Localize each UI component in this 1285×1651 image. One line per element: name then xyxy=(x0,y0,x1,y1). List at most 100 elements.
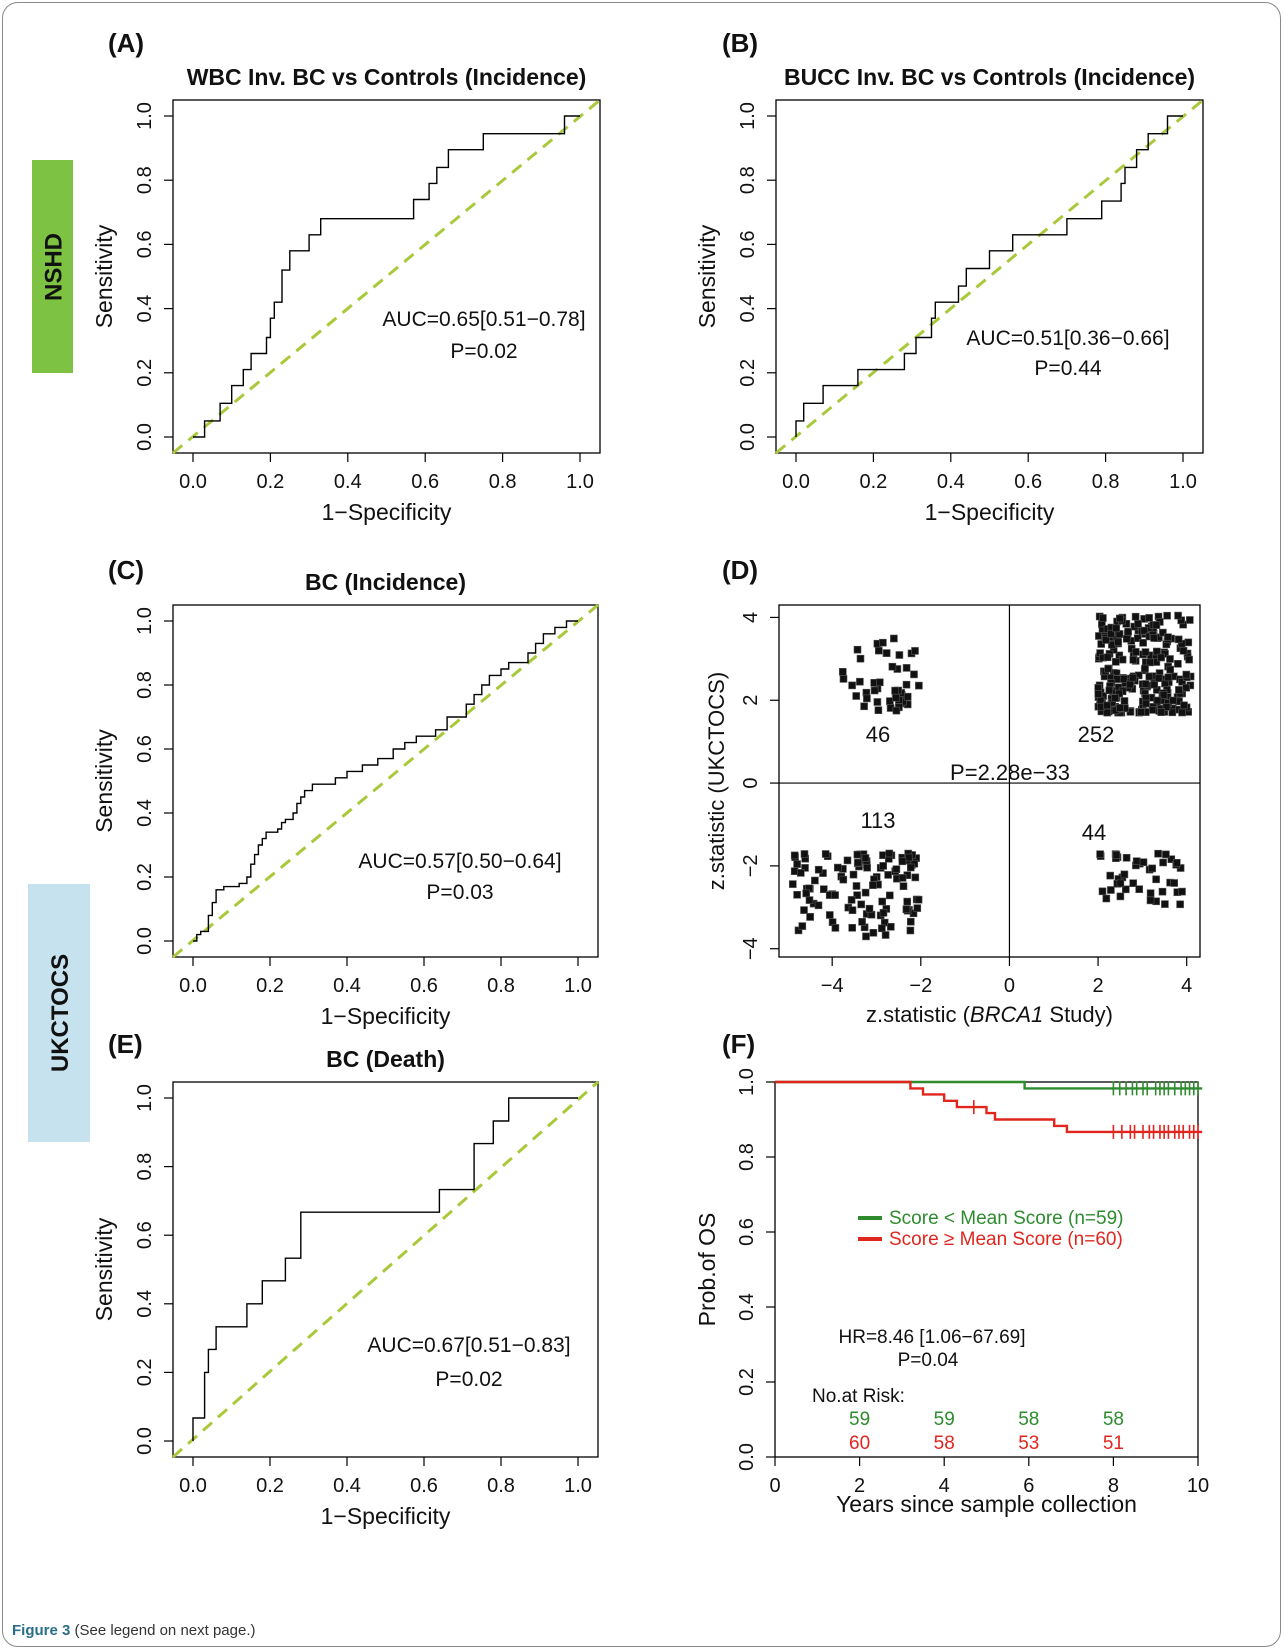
scatter-point xyxy=(1162,703,1171,711)
scatter-point xyxy=(1103,701,1111,710)
scatter-point xyxy=(1133,634,1142,643)
scatter-point xyxy=(1161,900,1169,908)
quadrant-count: 46 xyxy=(866,722,890,747)
plot-frame-a xyxy=(172,99,601,454)
scatter-point xyxy=(875,678,884,687)
y-tick-label-f: 0.4 xyxy=(736,1293,758,1321)
panel-label-f: (F) xyxy=(722,1029,755,1059)
y-tick-label-a: 0.0 xyxy=(134,423,156,451)
y-tick-label-c: 1.0 xyxy=(134,607,156,635)
x-tick-label-c: 0.8 xyxy=(487,975,515,997)
y-tick-label-f: 0.6 xyxy=(736,1218,758,1246)
scatter-point xyxy=(1132,857,1141,866)
scatter-point xyxy=(884,871,892,879)
scatter-point xyxy=(1098,887,1107,896)
scatter-point xyxy=(1116,703,1124,712)
scatter-point xyxy=(847,896,856,904)
x-tick-label-e: 0.4 xyxy=(333,1475,361,1497)
y-tick-label-f: 1.0 xyxy=(736,1068,758,1096)
x-tick-label-e: 0.0 xyxy=(179,1475,207,1497)
scatter-point xyxy=(814,901,823,910)
scatter-point xyxy=(869,881,877,890)
x-tick-label-c: 0.2 xyxy=(256,975,284,997)
scatter-point xyxy=(911,647,919,655)
scatter-point xyxy=(892,706,901,715)
scatter-pvalue: P=2.28e−33 xyxy=(950,760,1070,785)
scatter-point xyxy=(892,865,901,874)
scatter-point xyxy=(1120,870,1129,879)
roc-curve-b xyxy=(795,115,1183,437)
scatter-point xyxy=(1114,638,1122,647)
panel-label-d: (D) xyxy=(722,555,758,585)
scatter-point xyxy=(848,923,857,932)
scatter-point xyxy=(1159,628,1167,637)
scatter-point xyxy=(1105,686,1114,695)
scatter-point xyxy=(869,928,878,937)
scatter-point xyxy=(790,851,799,860)
scatter-point xyxy=(1175,686,1183,694)
scatter-point xyxy=(906,917,915,926)
scatter-point xyxy=(838,667,847,676)
auc-annotation-c: AUC=0.57[0.50−0.64] xyxy=(358,850,561,873)
scatter-point xyxy=(1111,694,1119,702)
scatter-point xyxy=(1173,858,1181,867)
scatter-point xyxy=(873,698,882,706)
scatter-point xyxy=(819,885,828,894)
scatter-point xyxy=(1112,851,1121,859)
scatter-point xyxy=(857,900,866,909)
scatter-point xyxy=(853,850,862,859)
scatter-point xyxy=(1112,657,1120,666)
x-tick-label-a: 0.6 xyxy=(411,471,439,493)
x-tick-label-a: 1.0 xyxy=(566,471,594,493)
x-tick-label-e: 0.6 xyxy=(410,1475,438,1497)
scatter-point xyxy=(1163,611,1171,620)
scatter-point xyxy=(814,865,823,874)
scatter-point xyxy=(1168,708,1177,717)
x-axis-title-c: 1−Specificity xyxy=(321,1003,451,1029)
scatter-point xyxy=(1159,858,1167,867)
roc-curve-e xyxy=(192,1097,578,1441)
auc-annotation-b: AUC=0.51[0.36−0.66] xyxy=(966,327,1169,350)
scatter-point xyxy=(886,697,894,705)
y-axis-title-d: z.statistic (UKCTOCS) xyxy=(704,672,729,890)
scatter-point xyxy=(1120,697,1129,705)
scatter-point xyxy=(1142,699,1150,708)
y-tick-label-d: −4 xyxy=(740,937,762,960)
scatter-point xyxy=(1164,673,1173,682)
panel-label-b: (B) xyxy=(722,28,758,58)
y-tick-label-b: 0.4 xyxy=(737,295,759,323)
scatter-point xyxy=(878,924,886,933)
scatter-point xyxy=(902,664,911,672)
y-tick-label-e: 0.6 xyxy=(134,1221,156,1249)
figure-caption: Figure 3 (See legend on next page.) xyxy=(12,1622,256,1639)
scatter-point xyxy=(1132,648,1140,656)
scatter-point xyxy=(861,888,870,897)
diagonal-reference-e xyxy=(172,1080,599,1459)
quadrant-count: 113 xyxy=(860,808,895,833)
x-tick-label-f: 0 xyxy=(769,1475,780,1497)
y-tick-label-f: 0.0 xyxy=(736,1443,758,1471)
scatter-point xyxy=(796,869,805,877)
risk-count-high: 60 xyxy=(849,1433,870,1454)
scatter-point xyxy=(879,638,887,647)
scatter-point xyxy=(833,863,842,872)
scatter-point xyxy=(1182,670,1191,679)
scatter-point xyxy=(1122,634,1131,643)
scatter-point xyxy=(1107,629,1115,638)
x-tick-label-b: 0.8 xyxy=(1092,471,1120,493)
scatter-point xyxy=(863,863,871,872)
x-tick-label-b: 0.6 xyxy=(1014,471,1042,493)
x-axis-title-b: 1−Specificity xyxy=(925,499,1055,525)
cohort-band-ukctocs xyxy=(28,884,90,1142)
x-tick-label-d: −2 xyxy=(909,975,932,997)
x-tick-label-c: 0.4 xyxy=(333,975,361,997)
y-tick-label-a: 0.6 xyxy=(134,230,156,258)
scatter-point xyxy=(1185,655,1193,664)
scatter-point xyxy=(1153,647,1161,656)
scatter-point xyxy=(1118,655,1127,664)
scatter-point xyxy=(853,645,862,654)
scatter-point xyxy=(800,906,808,914)
risk-count-high: 51 xyxy=(1103,1433,1124,1454)
plot-frame-e xyxy=(172,1081,599,1458)
scatter-point xyxy=(1131,612,1140,621)
